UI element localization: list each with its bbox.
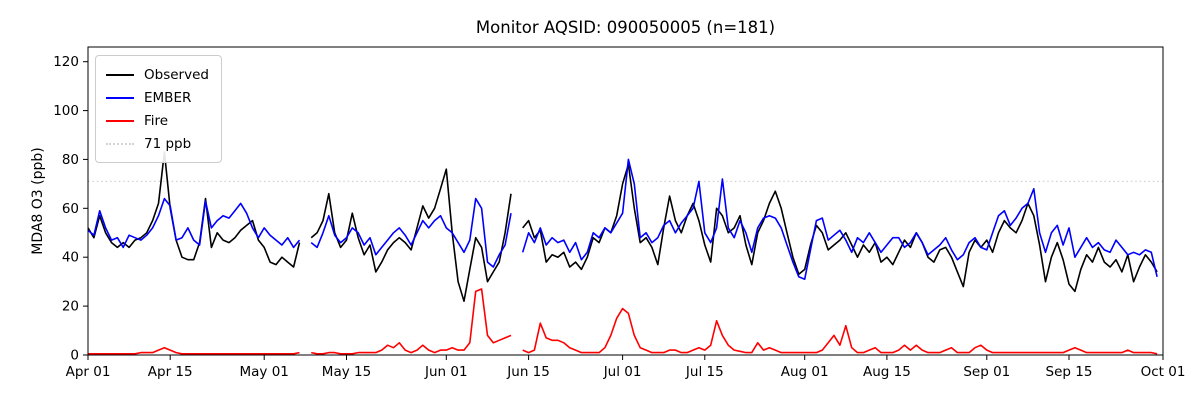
svg-text:40: 40 <box>62 250 79 266</box>
svg-text:Sep 01: Sep 01 <box>963 364 1010 380</box>
svg-text:100: 100 <box>53 103 79 119</box>
legend-item-threshold: 71 ppb <box>106 132 209 155</box>
legend-item-observed: Observed <box>106 63 209 86</box>
svg-text:Jun 15: Jun 15 <box>506 364 550 380</box>
fire-line-icon <box>106 119 134 122</box>
legend-label-observed: Observed <box>144 66 209 83</box>
svg-text:Sep 15: Sep 15 <box>1046 364 1093 380</box>
svg-text:May 01: May 01 <box>240 364 289 380</box>
legend: Observed EMBER Fire 71 ppb <box>95 55 222 163</box>
ember-line-icon <box>106 96 134 99</box>
legend-label-threshold: 71 ppb <box>144 135 192 152</box>
legend-item-ember: EMBER <box>106 86 209 109</box>
svg-text:120: 120 <box>53 54 79 70</box>
svg-text:Jul 15: Jul 15 <box>685 364 724 380</box>
threshold-line-icon <box>106 142 134 145</box>
svg-text:Apr 01: Apr 01 <box>66 364 111 380</box>
svg-text:0: 0 <box>70 348 79 364</box>
legend-label-ember: EMBER <box>144 89 192 106</box>
svg-text:Apr 15: Apr 15 <box>148 364 193 380</box>
svg-text:May 15: May 15 <box>322 364 371 380</box>
observed-line-icon <box>106 73 134 76</box>
legend-label-fire: Fire <box>144 112 169 129</box>
svg-text:Jun 01: Jun 01 <box>424 364 468 380</box>
svg-text:20: 20 <box>62 299 79 315</box>
legend-item-fire: Fire <box>106 109 209 132</box>
svg-text:Jul 01: Jul 01 <box>603 364 642 380</box>
svg-text:Oct 01: Oct 01 <box>1141 364 1186 380</box>
svg-text:Aug 15: Aug 15 <box>863 364 911 380</box>
svg-text:60: 60 <box>62 201 79 217</box>
svg-text:80: 80 <box>62 152 79 168</box>
svg-text:Aug 01: Aug 01 <box>781 364 829 380</box>
chart-title: Monitor AQSID: 090050005 (n=181) <box>475 18 776 37</box>
